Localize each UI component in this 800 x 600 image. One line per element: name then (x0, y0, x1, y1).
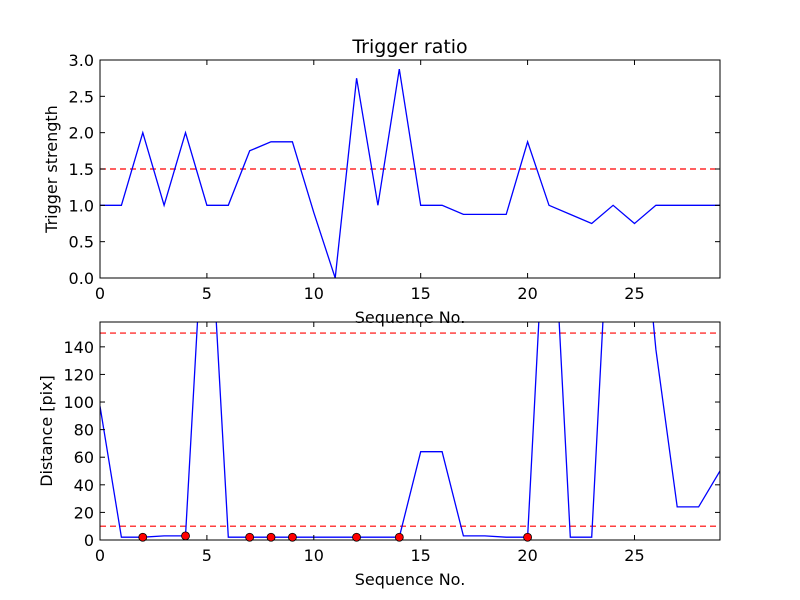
y-tick-label: 80 (74, 421, 94, 440)
data-point (266, 532, 276, 542)
y-tick-label: 1.5 (69, 160, 94, 179)
x-tick-label: 15 (411, 284, 431, 303)
y-tick-label: 0.0 (69, 269, 94, 288)
y-tick-label: 20 (74, 503, 94, 522)
data-point (394, 532, 404, 542)
y-tick-label: 3.0 (69, 51, 94, 70)
x-tick-label: 10 (304, 284, 324, 303)
data-point (181, 531, 190, 541)
x-tick-label: 0 (95, 284, 105, 303)
x-tick-label: 20 (517, 284, 537, 303)
y-tick-label: 0 (84, 531, 94, 550)
data-point (523, 532, 532, 542)
y-tick-label: 2.0 (69, 124, 94, 143)
y-axis-label: Trigger strength (42, 105, 61, 234)
y-tick-label: 100 (63, 393, 94, 412)
plot-area (100, 68, 720, 278)
x-axis-label: Sequence No. (355, 308, 466, 327)
x-tick-label: 5 (202, 546, 212, 565)
x-tick-label: 25 (624, 284, 644, 303)
y-tick-label: 40 (74, 476, 94, 495)
x-tick-label: 25 (624, 546, 644, 565)
x-tick-label: 10 (304, 546, 324, 565)
axes-frame (99, 321, 721, 541)
axis-ticks: 0 5 10 15 20 25 0 20 40 60 80 100 120 140 (63, 322, 720, 565)
x-tick-label: 15 (411, 546, 431, 565)
x-axis-label: Sequence No. (355, 570, 466, 589)
y-tick-label: 120 (63, 365, 94, 384)
axis-ticks: 0 5 10 15 20 25 0.0 0.5 1.0 1.5 2.0 2.5 3.0 (69, 51, 720, 303)
data-point (352, 532, 361, 542)
data-point (245, 532, 255, 542)
y-tick-label: 60 (74, 448, 94, 467)
series-line (100, 322, 720, 538)
plot-area (100, 322, 720, 538)
distance-panel: 0 5 10 15 20 25 0 20 40 60 80 100 120 140 Sequence No… (37, 321, 721, 589)
x-tick-label: 0 (95, 546, 105, 565)
y-tick-label: 0.5 (69, 233, 94, 252)
x-tick-label: 20 (517, 546, 537, 565)
series-line (100, 68, 720, 278)
y-tick-label: 1.0 (69, 196, 94, 215)
trigger-ratio-panel: 0 5 10 15 20 25 0.0 0.5 1.0 1.5 2.0 2.5 3.0 Trigger … (42, 36, 721, 327)
y-tick-label: 2.5 (69, 87, 94, 106)
marker-layer (138, 531, 532, 542)
x-tick-label: 5 (202, 284, 212, 303)
data-point (288, 532, 297, 542)
y-tick-label: 140 (63, 338, 94, 357)
chart-title: Trigger ratio (351, 36, 467, 58)
y-axis-label: Distance [pix] (37, 375, 56, 487)
data-point (138, 532, 148, 542)
